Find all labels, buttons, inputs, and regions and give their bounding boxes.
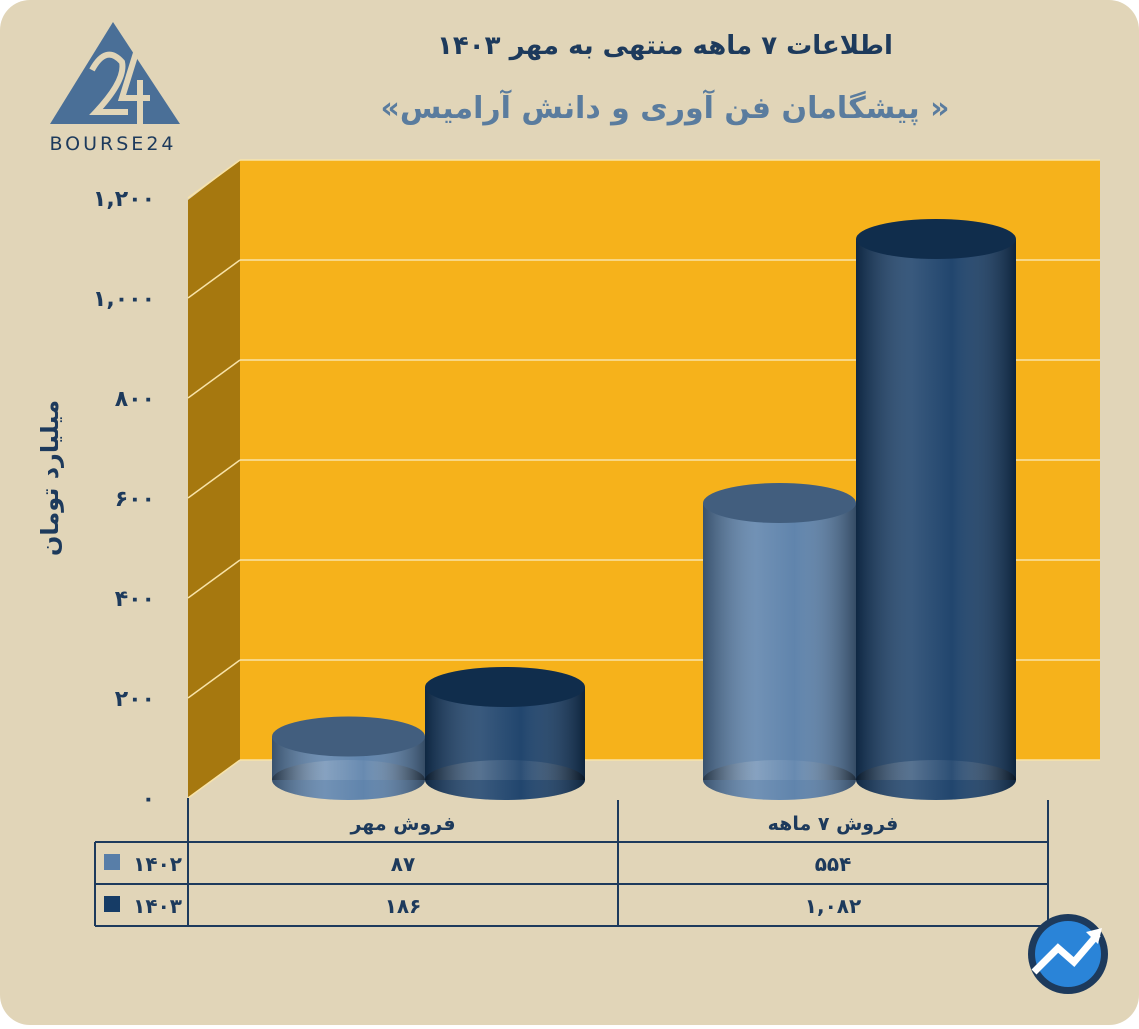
grid-line-side — [187, 359, 241, 399]
cylinder-top — [272, 716, 425, 757]
table-value: ۱,۰۸۲ — [805, 894, 861, 918]
cylinder-top — [856, 219, 1016, 259]
grid-line-side — [187, 159, 241, 199]
grid-line-side — [187, 259, 241, 299]
legend-label: ۱۴۰۳ — [133, 894, 182, 918]
y-tick-label: ۱,۰۰۰ — [93, 287, 155, 312]
legend-swatch — [104, 854, 120, 870]
table-value: ۱۸۶ — [385, 894, 422, 918]
cylinder-top-shade — [272, 716, 425, 757]
y-tick-label: ۰ — [142, 787, 155, 812]
y-tick-label: ۶۰۰ — [115, 487, 155, 512]
chart-subtitle: «پیشگامان فن آوری و دانش آرامیس » — [380, 89, 949, 126]
grid-line-side — [187, 759, 241, 799]
y-tick-label: ۴۰۰ — [115, 587, 155, 612]
grid-line-side — [187, 459, 241, 499]
cylinder-shade — [703, 503, 856, 780]
cylinder-top-shade — [703, 483, 856, 523]
chart-title: اطلاعات ۷ ماهه منتهی به مهر ۱۴۰۳ — [437, 31, 893, 61]
cylinder-top-shade — [425, 667, 585, 707]
legend-swatch — [104, 896, 120, 912]
y-axis-label: میلیارد تومان — [36, 400, 64, 556]
cylinder-shade — [856, 239, 1016, 780]
cylinder-top-shade — [856, 219, 1016, 259]
cylinder-top — [425, 667, 585, 707]
grid-line-side — [187, 559, 241, 599]
legend-label: ۱۴۰۲ — [133, 852, 182, 876]
brand-icon — [1028, 914, 1108, 994]
cylinder-top — [703, 483, 856, 523]
table-value: ۵۵۴ — [815, 852, 852, 876]
grid-line-side — [187, 659, 241, 699]
data-table — [94, 798, 1049, 927]
logo: BOURSE24 — [49, 22, 180, 155]
x-tick-label: فروش مهر — [349, 813, 455, 835]
x-tick-label: فروش ۷ ماهه — [768, 813, 899, 835]
y-tick-label: ۲۰۰ — [115, 687, 155, 712]
table-value: ۸۷ — [391, 852, 415, 876]
y-tick-label: ۸۰۰ — [115, 387, 155, 412]
logo-text: BOURSE24 — [49, 133, 176, 155]
y-tick-label: ۱,۲۰۰ — [93, 187, 155, 212]
